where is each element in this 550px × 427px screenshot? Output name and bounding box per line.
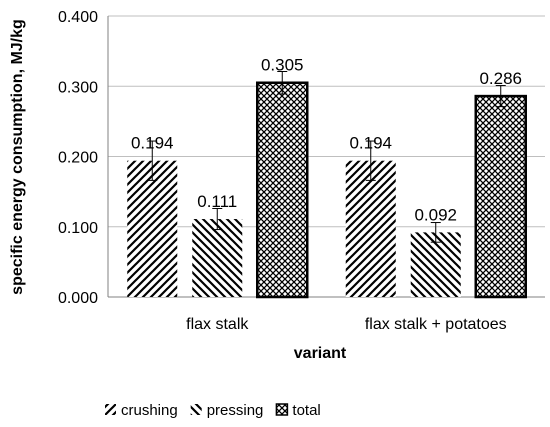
data-label: 0.111 bbox=[197, 192, 237, 211]
category-labels: flax stalk flax stalk + potatoes bbox=[186, 316, 507, 333]
data-label: 0.305 bbox=[261, 56, 304, 75]
x-axis-title: variant bbox=[294, 345, 347, 362]
bar-crushing bbox=[345, 160, 396, 297]
bar-pressing bbox=[192, 219, 243, 297]
y-axis-title: specific energy consumption, MJ/kg bbox=[9, 19, 26, 295]
legend-swatch-pressing bbox=[190, 404, 202, 415]
data-label: 0.194 bbox=[131, 134, 174, 153]
legend-label-total: total bbox=[292, 402, 320, 419]
data-label: 0.194 bbox=[349, 134, 392, 153]
legend-swatch-total bbox=[275, 403, 289, 416]
legend: crushing pressing total bbox=[105, 402, 321, 419]
gridlines bbox=[107, 15, 545, 298]
y-tick-labels: 0.000 0.100 0.200 0.300 0.400 bbox=[58, 9, 98, 307]
bar-total bbox=[474, 94, 527, 299]
category-label: flax stalk + potatoes bbox=[365, 316, 507, 333]
bar-total bbox=[256, 81, 309, 299]
data-label: 0.092 bbox=[414, 205, 457, 224]
bar-pressing bbox=[410, 232, 461, 297]
bars: 0.194 0.111 0.305 0.194 0.092 0.286 bbox=[127, 56, 527, 299]
legend-label-crushing: crushing bbox=[121, 402, 178, 419]
y-tick-label: 0.200 bbox=[58, 150, 98, 167]
category-label: flax stalk bbox=[186, 316, 249, 333]
y-tick-label: 0.300 bbox=[58, 79, 98, 96]
bar-crushing bbox=[127, 160, 178, 297]
legend-label-pressing: pressing bbox=[207, 402, 264, 419]
y-tick-label: 0.100 bbox=[58, 220, 98, 237]
y-tick-label: 0.000 bbox=[58, 290, 98, 307]
legend-swatch-crushing bbox=[105, 404, 116, 415]
data-label: 0.286 bbox=[479, 69, 522, 88]
y-tick-label: 0.400 bbox=[58, 9, 98, 26]
